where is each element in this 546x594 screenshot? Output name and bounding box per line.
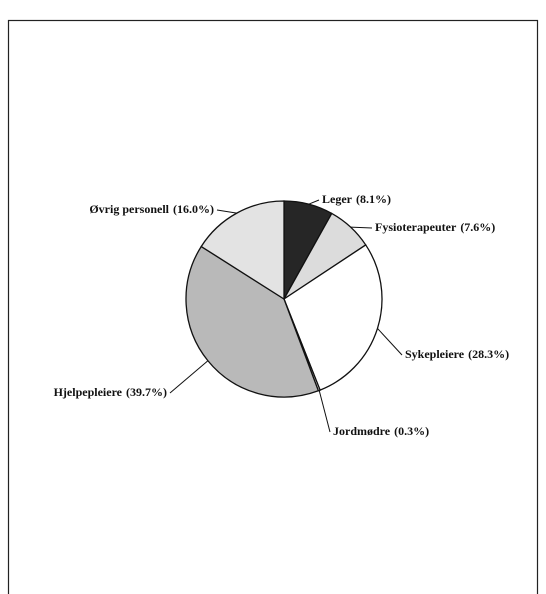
frame <box>7 19 539 594</box>
slice-label: Hjelpepleiere (39.7%) <box>54 385 167 399</box>
slice-label-name: Øvrig personell <box>89 202 169 216</box>
slice-label-name: Hjelpepleiere <box>54 385 123 399</box>
slice-label-value: (28.3%) <box>468 347 509 361</box>
slice-label: Jordmødre (0.3%) <box>333 424 429 438</box>
slice-label-name: Leger <box>322 192 353 206</box>
slice-label: Leger (8.1%) <box>322 192 391 206</box>
slice-label: Øvrig personell (16.0%) <box>89 202 214 216</box>
slice-label-name: Sykepleiere <box>405 347 465 361</box>
leader-line <box>216 209 237 214</box>
slice-label-value: (16.0%) <box>173 202 214 216</box>
leader-line <box>308 199 320 205</box>
leader-line <box>350 226 373 229</box>
leader-line <box>318 390 331 433</box>
slice-label-value: (7.6%) <box>460 220 495 234</box>
slice-label-value: (39.7%) <box>126 385 167 399</box>
slice-label-value: (8.1%) <box>356 192 391 206</box>
slice-label: Fysioterapeuter (7.6%) <box>375 220 495 234</box>
leader-line <box>169 360 209 394</box>
slice-label-name: Fysioterapeuter <box>375 220 457 234</box>
pie-slice <box>185 245 320 398</box>
slice-label: Sykepleiere (28.3%) <box>405 347 509 361</box>
pie-slice <box>200 200 285 301</box>
leader-line <box>377 328 403 356</box>
slice-label-value: (0.3%) <box>394 424 429 438</box>
slice-label-name: Jordmødre <box>333 424 391 438</box>
